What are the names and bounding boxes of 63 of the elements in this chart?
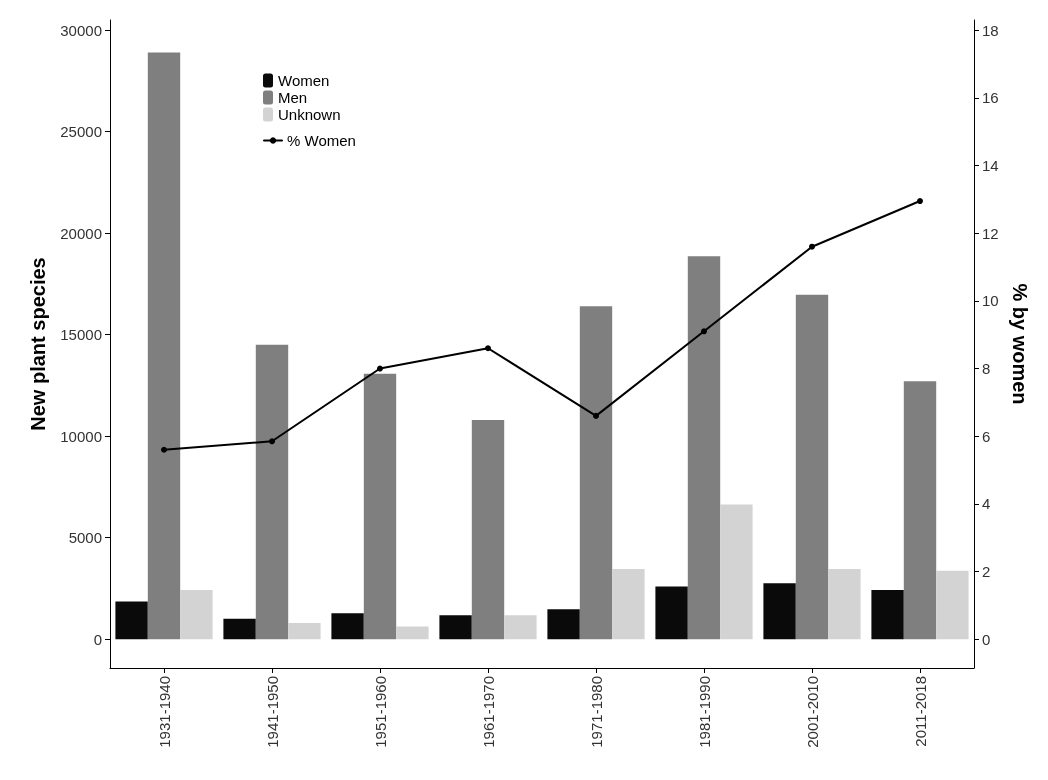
point (269, 438, 275, 445)
legend-label: Women (278, 72, 330, 89)
y2-tick-label: 8 (982, 360, 991, 378)
bar (147, 52, 181, 640)
bar (655, 586, 688, 640)
y2-tick-label: 10 (982, 292, 999, 310)
x-tick-label: 1981-1990 (695, 676, 713, 748)
y2-tick-label: 4 (982, 495, 991, 513)
y2-tick-label: 16 (982, 89, 999, 107)
bar (471, 419, 505, 640)
y2-tick-label: 18 (982, 21, 999, 39)
y-tick-label: 20000 (60, 224, 102, 242)
y2-tick-label: 2 (982, 563, 991, 581)
bar (180, 590, 213, 640)
bar (720, 504, 753, 640)
y-tick-label: 15000 (60, 326, 102, 344)
y2-tick-label: 6 (982, 427, 991, 445)
bar (903, 381, 937, 640)
legend-label: Unknown (278, 106, 341, 123)
bar (255, 344, 289, 640)
bar (115, 601, 148, 640)
point (161, 446, 167, 453)
bar (828, 568, 861, 640)
bar (223, 618, 256, 640)
bar (363, 373, 397, 640)
y-axis-title: New plant species (27, 257, 49, 431)
bar (763, 583, 796, 640)
bar (439, 615, 472, 640)
x-tick-label: 2011-2018 (911, 676, 929, 747)
point (593, 412, 599, 419)
bar (612, 568, 645, 640)
point (917, 198, 923, 205)
point (701, 328, 707, 335)
bar (936, 570, 969, 640)
legend-label: % Women (287, 132, 356, 149)
bar (687, 256, 721, 640)
legend-label: Men (278, 89, 308, 106)
x-tick-label: 1941-1950 (263, 676, 281, 748)
y2-tick-label: 14 (982, 157, 999, 174)
x-tick-label: 1961-1970 (479, 676, 497, 748)
y2-tick-label: 0 (982, 630, 991, 648)
bar (331, 613, 364, 640)
x-tick-label: 1951-1960 (371, 676, 389, 748)
y-tick-label: 5000 (68, 529, 102, 547)
bar (579, 306, 613, 640)
y-tick-label: 25000 (60, 123, 102, 141)
bar (871, 590, 904, 640)
bar (504, 615, 537, 640)
bar (547, 609, 580, 640)
y-tick-label: 0 (93, 630, 102, 648)
bar (795, 294, 829, 640)
x-tick-label: 1971-1980 (587, 676, 605, 748)
point (377, 365, 383, 372)
point (809, 243, 815, 250)
point (485, 345, 491, 352)
x-tick-label: 1931-1940 (155, 676, 173, 748)
y-tick-label: 30000 (60, 21, 102, 39)
y2-axis-title: % by women (1009, 283, 1031, 405)
x-tick-label: 2001-2010 (803, 676, 821, 748)
bar (396, 626, 429, 640)
y2-tick-label: 12 (982, 224, 999, 242)
y-tick-label: 10000 (60, 427, 102, 445)
bar (288, 622, 321, 640)
